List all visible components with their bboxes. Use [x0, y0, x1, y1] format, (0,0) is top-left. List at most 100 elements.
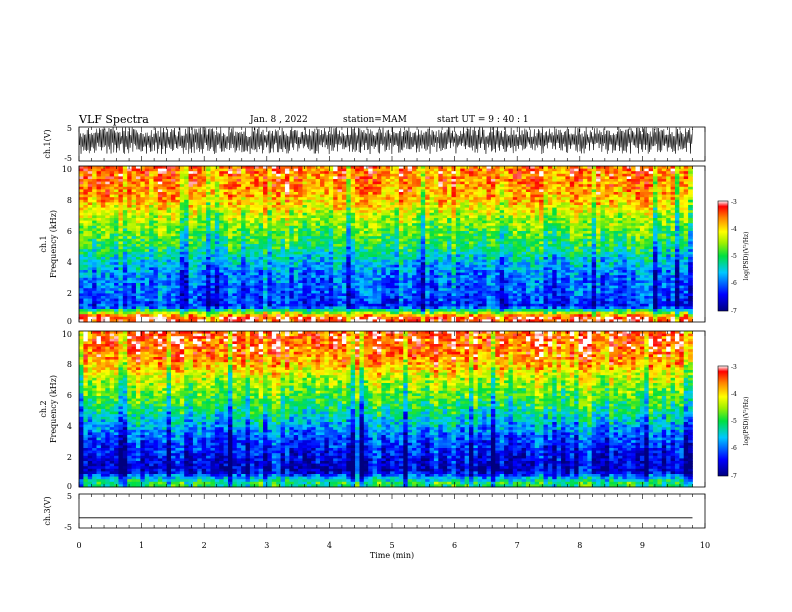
- spectrogram-cell: [408, 234, 413, 237]
- spectrogram-cell: [679, 241, 684, 244]
- spectrogram-cell: [285, 218, 290, 221]
- spectrogram-cell: [438, 249, 443, 252]
- spectrogram-cell: [202, 247, 207, 250]
- spectrogram-cell: [88, 234, 93, 237]
- spectrogram-cell: [644, 213, 649, 216]
- spectrogram-cell: [232, 226, 237, 229]
- spectrogram-cell: [421, 210, 426, 213]
- spectrogram-cell: [447, 226, 452, 229]
- spectrogram-cell: [662, 244, 667, 247]
- spectrogram-cell: [653, 166, 658, 169]
- spectrogram-cell: [136, 252, 141, 255]
- spectrogram-cell: [298, 234, 303, 237]
- spectrogram-cell: [579, 234, 584, 237]
- spectrogram-cell: [158, 252, 163, 255]
- spectrogram-cell: [118, 189, 123, 192]
- spectrogram-cell: [316, 231, 321, 234]
- spectrogram-cell: [618, 241, 623, 244]
- spectrogram-cell: [123, 197, 128, 200]
- spectrogram-cell: [302, 189, 307, 192]
- spectrogram-cell: [197, 184, 202, 187]
- spectrogram-cell: [285, 166, 290, 169]
- spectrogram-cell: [219, 239, 224, 242]
- spectrogram-cell: [618, 228, 623, 231]
- spectrogram-cell: [526, 223, 531, 226]
- spectrogram-cell: [311, 244, 316, 247]
- spectrogram-cell: [517, 221, 522, 224]
- spectrogram-cell: [184, 210, 189, 213]
- spectrogram-cell: [443, 215, 448, 218]
- spectrogram-cell: [302, 202, 307, 205]
- spectrogram-cell: [688, 215, 693, 218]
- spectrogram-cell: [206, 231, 211, 234]
- spectrogram-cell: [180, 169, 185, 172]
- spectrogram-cell: [583, 223, 588, 226]
- spectrogram-cell: [333, 208, 338, 211]
- spectrogram-cell: [184, 252, 189, 255]
- spectrogram-cell: [175, 252, 180, 255]
- spectrogram-cell: [118, 174, 123, 177]
- spectrogram-cell: [552, 205, 557, 208]
- spectrogram-cell: [644, 205, 649, 208]
- spectrogram-cell: [88, 174, 93, 177]
- spectrogram-cell: [215, 195, 220, 198]
- spectrogram-cell: [438, 236, 443, 239]
- spectrogram-cell: [289, 221, 294, 224]
- spectrogram-cell: [552, 252, 557, 255]
- spectrogram-cell: [565, 234, 570, 237]
- spectrogram-cell: [539, 166, 544, 169]
- spectrogram-cell: [530, 187, 535, 190]
- spectrogram-cell: [184, 202, 189, 205]
- spectrogram-cell: [675, 241, 680, 244]
- spectrogram-cell: [526, 195, 531, 198]
- spectrogram-cell: [447, 179, 452, 182]
- spectrogram-cell: [79, 226, 84, 229]
- spectrogram-cell: [465, 241, 470, 244]
- spectrogram-cell: [228, 195, 233, 198]
- spectrogram-cell: [298, 239, 303, 242]
- spectrogram-cell: [246, 241, 251, 244]
- spectrogram-cell: [241, 174, 246, 177]
- spectrogram-cell: [495, 202, 500, 205]
- spectrogram-cell: [320, 218, 325, 221]
- spectrogram-cell: [500, 197, 505, 200]
- spectrogram-cell: [395, 218, 400, 221]
- spectrogram-cell: [110, 176, 115, 179]
- spectrogram-cell: [232, 208, 237, 211]
- spectrogram-cell: [237, 205, 242, 208]
- spectrogram-cell: [522, 247, 527, 250]
- spectrogram-cell: [451, 166, 456, 169]
- spectrogram-cell: [232, 236, 237, 239]
- spectrogram-cell: [640, 234, 645, 237]
- spectrogram-cell: [307, 257, 312, 260]
- spectrogram-cell: [88, 200, 93, 203]
- spectrogram-cell: [495, 179, 500, 182]
- spectrogram-cell: [241, 195, 246, 198]
- spectrogram-cell: [263, 210, 268, 213]
- spectrogram-cell: [342, 202, 347, 205]
- spectrogram-cell: [202, 239, 207, 242]
- spectrogram-cell: [250, 226, 255, 229]
- spectrogram-cell: [189, 257, 194, 260]
- spectrogram-cell: [587, 208, 592, 211]
- spectrogram-cell: [329, 184, 334, 187]
- spectrogram-cell: [570, 166, 575, 169]
- spectrogram-cell: [377, 234, 382, 237]
- spectrogram-cell: [539, 179, 544, 182]
- spectrogram-cell: [408, 189, 413, 192]
- spectrogram-cell: [342, 213, 347, 216]
- spectrogram-cell: [395, 241, 400, 244]
- spectrogram-cell: [88, 231, 93, 234]
- spectrogram-cell: [289, 202, 294, 205]
- spectrogram-cell: [92, 234, 97, 237]
- spectrogram-cell: [206, 252, 211, 255]
- spectrogram-cell: [105, 221, 110, 224]
- spectrogram-cell: [552, 202, 557, 205]
- spectrogram-cell: [627, 213, 632, 216]
- spectrogram-cell: [412, 208, 417, 211]
- spectrogram-cell: [543, 218, 548, 221]
- spectrogram-cell: [618, 210, 623, 213]
- spectrogram-cell: [579, 231, 584, 234]
- spectrogram-cell: [298, 223, 303, 226]
- spectrogram-cell: [675, 169, 680, 172]
